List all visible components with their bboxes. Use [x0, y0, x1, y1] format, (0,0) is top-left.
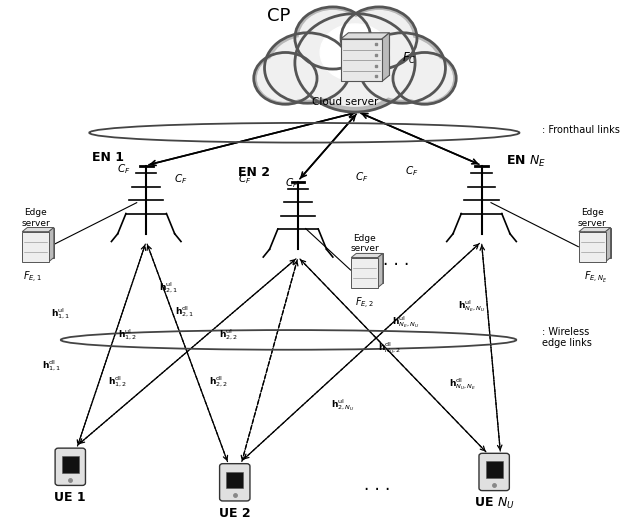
Circle shape [365, 37, 440, 99]
Text: $C_F$: $C_F$ [117, 162, 131, 176]
Bar [579, 232, 605, 262]
Text: Cloud server: Cloud server [312, 97, 379, 107]
Bar [227, 472, 243, 488]
Polygon shape [49, 228, 54, 262]
Polygon shape [584, 228, 611, 257]
Text: EN $N_E$: EN $N_E$ [506, 154, 546, 169]
Circle shape [269, 37, 346, 99]
Text: $\mathbf{h}^{\mathrm{dl}}_{N_U,2}$: $\mathbf{h}^{\mathrm{dl}}_{N_U,2}$ [378, 339, 401, 356]
Text: $F_C$: $F_C$ [401, 51, 416, 66]
Text: $\mathbf{h}^{\mathrm{ul}}_{1,2}$: $\mathbf{h}^{\mathrm{ul}}_{1,2}$ [118, 327, 137, 342]
FancyBboxPatch shape [479, 453, 509, 491]
Polygon shape [378, 254, 383, 288]
Text: $\mathbf{h}^{\mathrm{ul}}_{1,1}$: $\mathbf{h}^{\mathrm{ul}}_{1,1}$ [51, 306, 70, 321]
Text: EN 2: EN 2 [237, 166, 269, 179]
Bar [351, 257, 378, 288]
Text: $C_F$: $C_F$ [355, 170, 368, 184]
Circle shape [264, 33, 351, 103]
Bar [340, 39, 382, 82]
Text: $C_F$: $C_F$ [405, 165, 419, 178]
Circle shape [302, 19, 408, 106]
Text: UE 1: UE 1 [54, 491, 86, 504]
Text: UE 2: UE 2 [219, 507, 251, 520]
Text: UE $N_U$: UE $N_U$ [474, 496, 515, 511]
Polygon shape [28, 228, 54, 257]
Text: . . .: . . . [383, 251, 409, 269]
Bar [486, 461, 502, 478]
Circle shape [257, 55, 313, 101]
Text: $\mathbf{h}^{\mathrm{ul}}_{N_E,N_U}$: $\mathbf{h}^{\mathrm{ul}}_{N_E,N_U}$ [392, 314, 419, 330]
Text: Edge
server: Edge server [21, 208, 50, 228]
Text: $\mathbf{h}^{\mathrm{ul}}_{2,2}$: $\mathbf{h}^{\mathrm{ul}}_{2,2}$ [219, 327, 238, 342]
Circle shape [295, 7, 371, 69]
Text: $\mathbf{h}^{\mathrm{ul}}_{2,1}$: $\mathbf{h}^{\mathrm{ul}}_{2,1}$ [159, 281, 178, 295]
FancyBboxPatch shape [55, 448, 86, 485]
FancyBboxPatch shape [220, 464, 250, 501]
Circle shape [295, 14, 415, 112]
Text: $\mathbf{h}^{\mathrm{dl}}_{2,1}$: $\mathbf{h}^{\mathrm{dl}}_{2,1}$ [175, 304, 194, 319]
Circle shape [397, 55, 452, 101]
Circle shape [346, 10, 412, 65]
Text: $F_{E,N_E}$: $F_{E,N_E}$ [584, 270, 607, 285]
Text: $C_F$: $C_F$ [174, 173, 188, 186]
Text: $\mathbf{h}^{\mathrm{dl}}_{1,1}$: $\mathbf{h}^{\mathrm{dl}}_{1,1}$ [42, 358, 61, 373]
Polygon shape [348, 33, 390, 75]
Text: : Fronthaul links: : Fronthaul links [541, 125, 620, 135]
Bar [62, 456, 79, 473]
Circle shape [253, 52, 317, 104]
Polygon shape [22, 228, 54, 232]
Circle shape [393, 52, 456, 104]
Polygon shape [356, 254, 383, 283]
Circle shape [320, 24, 390, 81]
Text: $C_F$: $C_F$ [285, 176, 298, 190]
Text: $\mathbf{h}^{\mathrm{dl}}_{N_U,N_E}$: $\mathbf{h}^{\mathrm{dl}}_{N_U,N_E}$ [449, 376, 476, 392]
Text: $\mathbf{h}^{\mathrm{dl}}_{1,2}$: $\mathbf{h}^{\mathrm{dl}}_{1,2}$ [108, 374, 127, 389]
Polygon shape [382, 33, 390, 82]
Circle shape [360, 33, 445, 103]
Bar [22, 232, 49, 262]
Text: $F_{E,2}$: $F_{E,2}$ [355, 296, 374, 311]
Polygon shape [351, 254, 383, 257]
Text: Edge
server: Edge server [578, 208, 607, 228]
Circle shape [341, 7, 417, 69]
Polygon shape [340, 33, 390, 39]
Text: $\mathbf{h}^{\mathrm{dl}}_{2,2}$: $\mathbf{h}^{\mathrm{dl}}_{2,2}$ [209, 374, 228, 389]
Polygon shape [605, 228, 611, 262]
Text: $\mathbf{h}^{\mathrm{ul}}_{N_E,N_U}$: $\mathbf{h}^{\mathrm{ul}}_{N_E,N_U}$ [458, 298, 486, 314]
Polygon shape [579, 228, 611, 232]
Circle shape [300, 10, 366, 65]
Text: $C_F$: $C_F$ [237, 173, 251, 186]
Text: EN 1: EN 1 [92, 151, 124, 164]
Text: CP: CP [268, 7, 291, 25]
Text: $\mathbf{h}^{\mathrm{ul}}_{2,N_U}$: $\mathbf{h}^{\mathrm{ul}}_{2,N_U}$ [330, 396, 354, 413]
Text: $F_{E,1}$: $F_{E,1}$ [23, 270, 42, 285]
Text: . . .: . . . [364, 476, 390, 494]
Text: : Wireless
edge links: : Wireless edge links [541, 326, 591, 348]
Text: Edge
server: Edge server [350, 234, 379, 254]
